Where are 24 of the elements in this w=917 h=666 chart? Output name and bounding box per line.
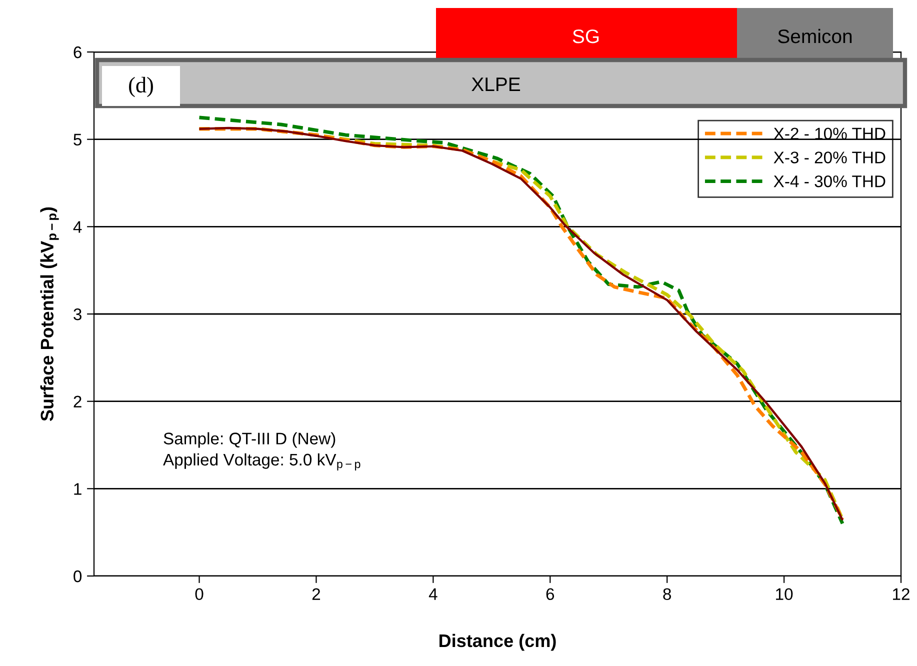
y-tick-label: 1 xyxy=(74,483,82,495)
y-tick-label: 3 xyxy=(74,308,82,320)
x-tick-label: 4 xyxy=(428,588,438,600)
y-tick-label: 0 xyxy=(74,570,82,582)
annotation: Sample: QT-III D (New) xyxy=(164,432,336,448)
y-tick-label: 2 xyxy=(74,396,82,408)
text: SG xyxy=(572,29,599,44)
x-tick-label: 6 xyxy=(546,588,554,600)
annotation: Applied Voltage: 5.0 kV$_{p−p}$ xyxy=(163,453,360,470)
y-tick-label: 4 xyxy=(73,221,82,233)
x-tick-label: 10 xyxy=(776,588,793,600)
x-tick-label: 12 xyxy=(893,588,910,600)
x-tick-label: 2 xyxy=(312,588,320,600)
annotation: (d) xyxy=(129,76,153,98)
x-axis-title: Distance (cm) xyxy=(440,634,556,651)
y-axis-title: Surface Potential (kV$_{p−p}$) xyxy=(40,207,59,421)
x-tick-label: 0 xyxy=(195,588,204,600)
legend-label: X-3 - 20% THD xyxy=(774,152,886,164)
x-tick-label: 8 xyxy=(663,588,671,600)
text: Semicon xyxy=(778,28,852,44)
y-tick-label: 6 xyxy=(74,46,82,58)
annotation: XLPE xyxy=(472,78,520,92)
legend-label: X-4 - 30% THD xyxy=(774,175,886,188)
y-tick-label: 5 xyxy=(74,134,82,146)
